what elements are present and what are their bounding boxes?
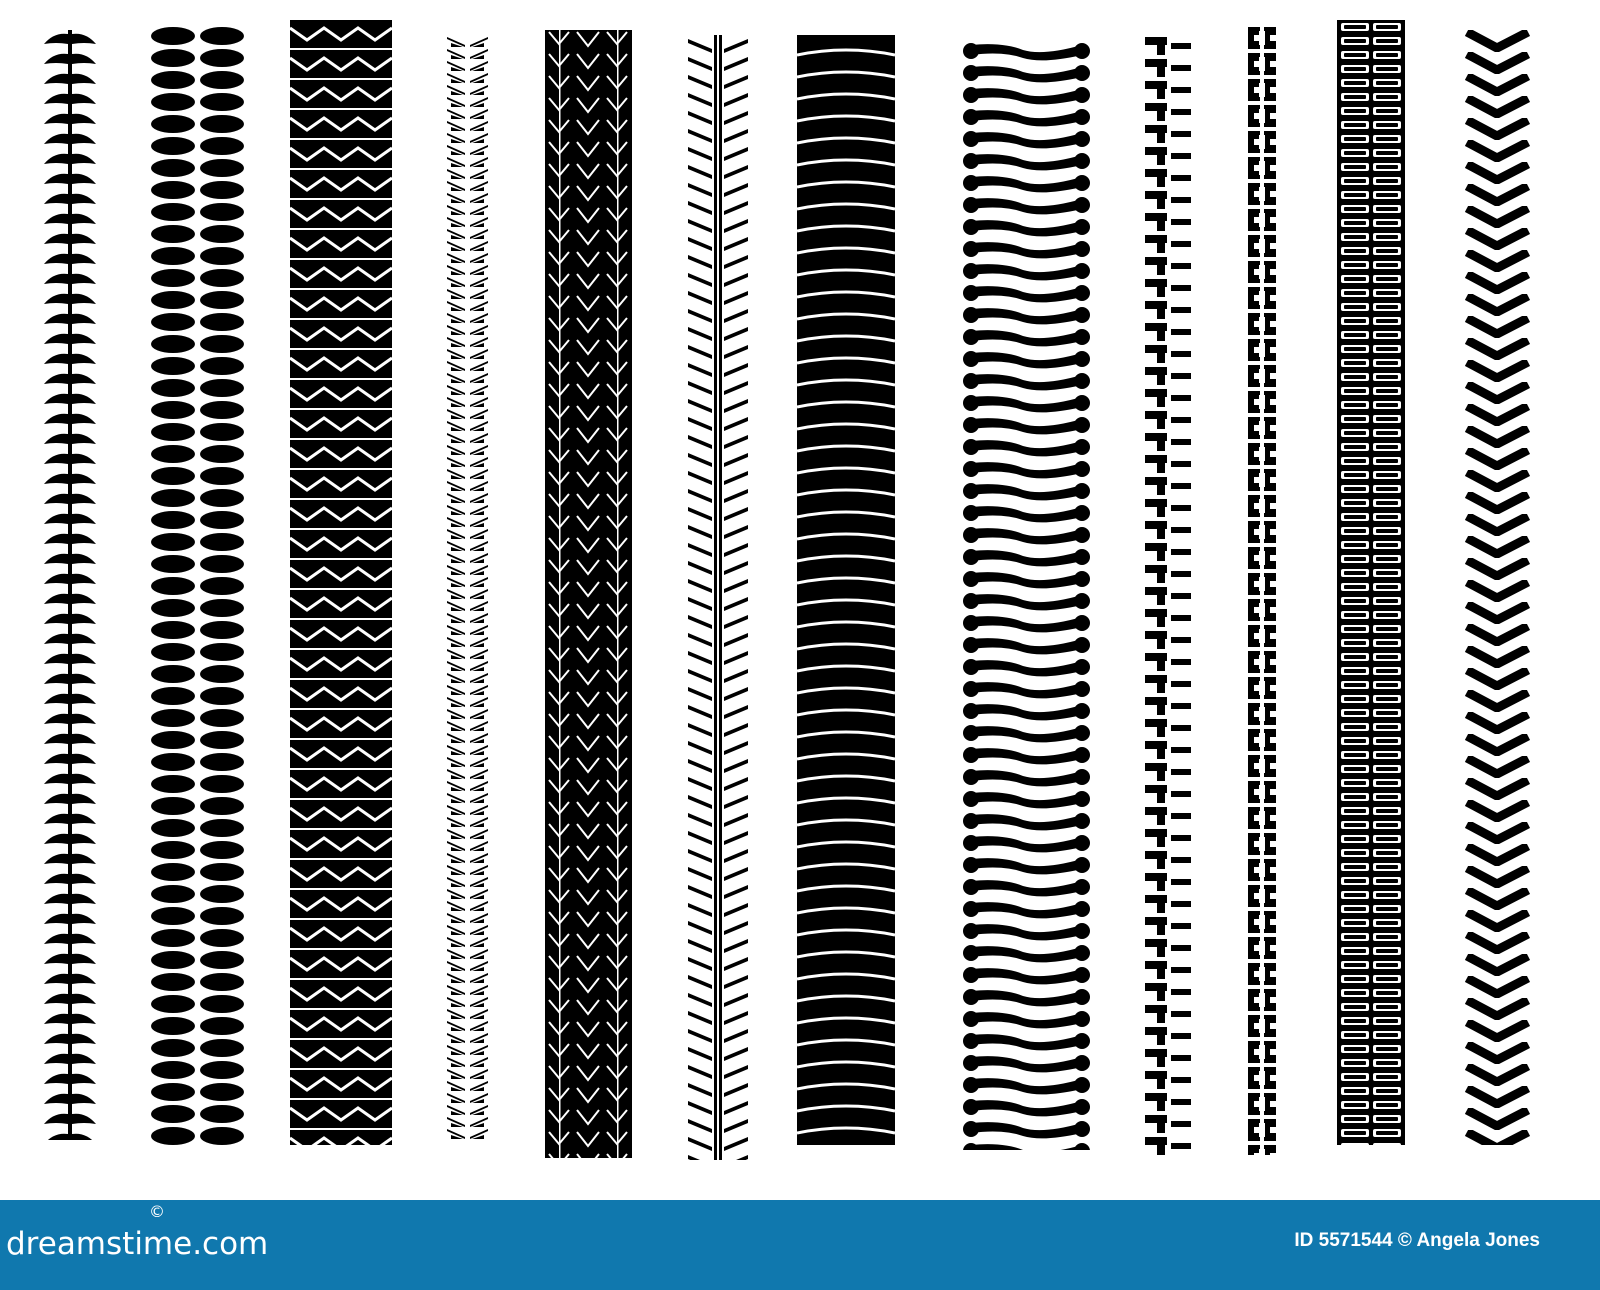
tire-track-8	[963, 40, 1090, 1150]
tire-track-6	[688, 35, 748, 1160]
tire-track-5	[545, 30, 632, 1158]
tire-track-12	[1465, 30, 1530, 1145]
tire-track-10	[1238, 25, 1285, 1155]
tire-track-4	[445, 35, 490, 1140]
footer-bar: dreamstime.com © ID 5571544 © Angela Jon…	[0, 1200, 1600, 1290]
tire-track-9	[1143, 35, 1193, 1158]
tire-track-2	[150, 25, 245, 1145]
tire-track-11	[1337, 20, 1405, 1145]
tire-track-7	[797, 35, 895, 1145]
tire-track-3	[290, 20, 392, 1145]
tire-tracks-illustration	[40, 20, 1530, 1160]
logo-mark-icon: ©	[149, 1202, 165, 1221]
dreamstime-logo: dreamstime.com ©	[6, 1202, 269, 1262]
tire-track-1	[40, 30, 100, 1140]
image-credit: ID 5571544 © Angela Jones	[1294, 1230, 1540, 1251]
logo-text: dreamstime.com	[6, 1226, 269, 1262]
